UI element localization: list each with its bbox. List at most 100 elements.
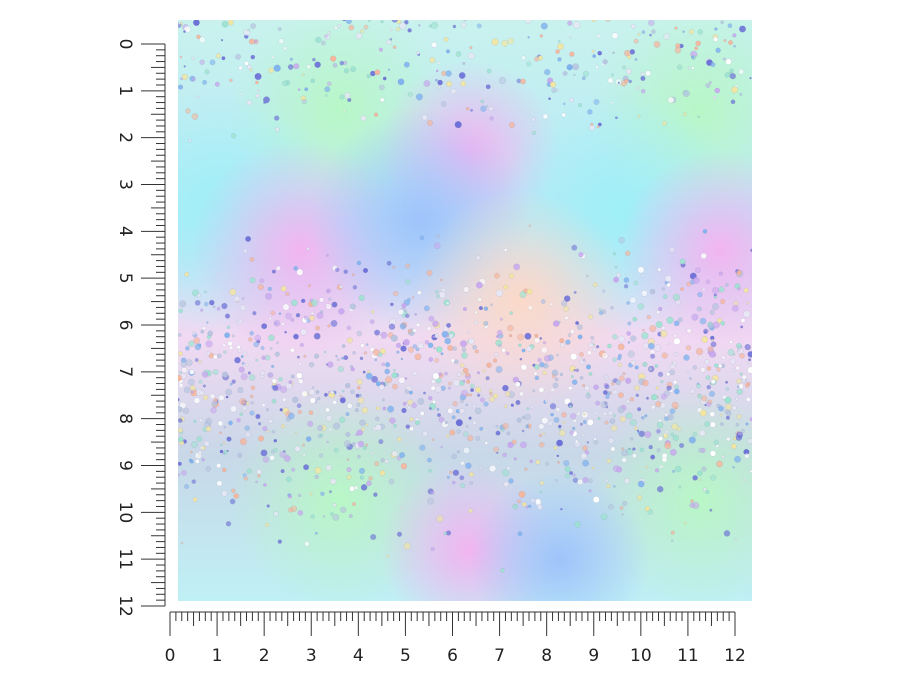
- glitter-dot: [178, 427, 183, 433]
- glitter-dot: [582, 477, 589, 483]
- glitter-dot: [282, 303, 290, 311]
- glitter-dot: [221, 56, 226, 61]
- glitter-dot: [472, 420, 477, 425]
- glitter-dot: [271, 429, 276, 434]
- glitter-dot: [314, 466, 322, 474]
- glitter-dot: [205, 466, 211, 472]
- glitter-dot: [380, 331, 388, 339]
- glitter-dot: [276, 265, 281, 271]
- glitter-dot: [734, 455, 741, 463]
- glitter-dot: [178, 398, 180, 402]
- glitter-dot: [462, 307, 467, 312]
- glitter-dot: [500, 568, 505, 573]
- glitter-dot: [709, 421, 716, 428]
- glitter-dot: [507, 441, 514, 448]
- glitter-dot: [611, 101, 614, 104]
- glitter-dot: [216, 463, 222, 469]
- glitter-dot: [184, 271, 190, 277]
- glitter-dot: [449, 429, 456, 436]
- glitter-dot: [664, 442, 672, 449]
- glitter-dot: [315, 390, 320, 394]
- glitter-dot: [360, 29, 365, 34]
- glitter-dot: [454, 359, 459, 364]
- color-blob: [410, 190, 630, 410]
- glitter-dot: [375, 416, 380, 421]
- ruler-label: 6: [447, 646, 458, 666]
- glitter-dot: [587, 109, 593, 115]
- glitter-dot: [697, 470, 703, 477]
- glitter-dot: [271, 398, 277, 404]
- glitter-dot: [336, 358, 340, 362]
- glitter-dot: [246, 100, 252, 106]
- glitter-dot: [668, 246, 675, 253]
- glitter-dot: [641, 416, 645, 420]
- glitter-dot: [590, 122, 594, 126]
- glitter-dot: [715, 47, 721, 53]
- glitter-dot: [378, 84, 385, 91]
- glitter-dot: [446, 475, 450, 479]
- glitter-dot: [732, 466, 735, 469]
- glitter-dot: [366, 480, 372, 487]
- glitter-dot: [532, 389, 536, 393]
- glitter-dot: [503, 248, 508, 252]
- glitter-dot: [209, 59, 216, 66]
- glitter-dot: [736, 270, 742, 276]
- glitter-dot: [419, 411, 425, 416]
- glitter-dot: [493, 352, 499, 358]
- glitter-dot: [354, 408, 359, 413]
- glitter-dot: [205, 350, 211, 356]
- glitter-dot: [731, 86, 738, 94]
- glitter-dot: [637, 32, 641, 36]
- glitter-dot: [466, 379, 471, 384]
- glitter-dot: [489, 391, 493, 396]
- glitter-dot: [191, 113, 199, 120]
- glitter-dot: [709, 309, 715, 315]
- glitter-dot: [563, 295, 571, 302]
- glitter-dot: [446, 434, 450, 438]
- ruler-label: 6: [115, 320, 135, 331]
- glitter-dot: [538, 387, 545, 393]
- glitter-dot: [716, 460, 723, 468]
- glitter-dot: [604, 420, 609, 425]
- glitter-dot: [325, 94, 328, 97]
- glitter-dot: [440, 352, 444, 356]
- glitter-dot: [373, 2, 379, 8]
- glitter-dot: [663, 33, 671, 40]
- glitter-dot: [241, 297, 245, 300]
- glitter-dot: [231, 488, 236, 493]
- glitter-dot: [343, 355, 349, 361]
- glitter-dot: [538, 423, 545, 430]
- glitter-dot: [279, 450, 287, 458]
- glitter-dot: [585, 364, 592, 370]
- glitter-dot: [583, 70, 589, 77]
- glitter-dot: [350, 389, 355, 395]
- glitter-dot: [190, 450, 193, 454]
- glitter-dot: [325, 407, 330, 413]
- glitter-dot: [537, 5, 543, 11]
- glitter-dot: [278, 38, 285, 44]
- glitter-dot: [346, 403, 353, 409]
- glitter-dot: [315, 325, 321, 331]
- glitter-dot: [243, 28, 251, 36]
- glitter-dot: [268, 372, 274, 378]
- glitter-dot: [720, 320, 726, 326]
- glitter-dot: [284, 330, 287, 334]
- glitter-dot: [616, 466, 623, 473]
- glitter-dot: [359, 394, 362, 397]
- glitter-dot: [723, 530, 731, 537]
- glitter-dot: [451, 415, 456, 420]
- glitter-dot: [361, 406, 369, 414]
- glitter-dot: [399, 452, 406, 459]
- glitter-dot: [388, 478, 395, 485]
- glitter-dot: [520, 78, 526, 85]
- glitter-dot: [477, 393, 481, 397]
- glitter-dot: [714, 87, 721, 94]
- glitter-dot: [212, 305, 216, 309]
- glitter-dot: [642, 362, 647, 366]
- glitter-dot: [274, 115, 280, 121]
- glitter-dot: [582, 358, 586, 362]
- glitter-dot: [602, 411, 608, 416]
- glitter-dot: [303, 354, 307, 358]
- glitter-dot: [255, 480, 258, 484]
- glitter-dot: [569, 430, 575, 435]
